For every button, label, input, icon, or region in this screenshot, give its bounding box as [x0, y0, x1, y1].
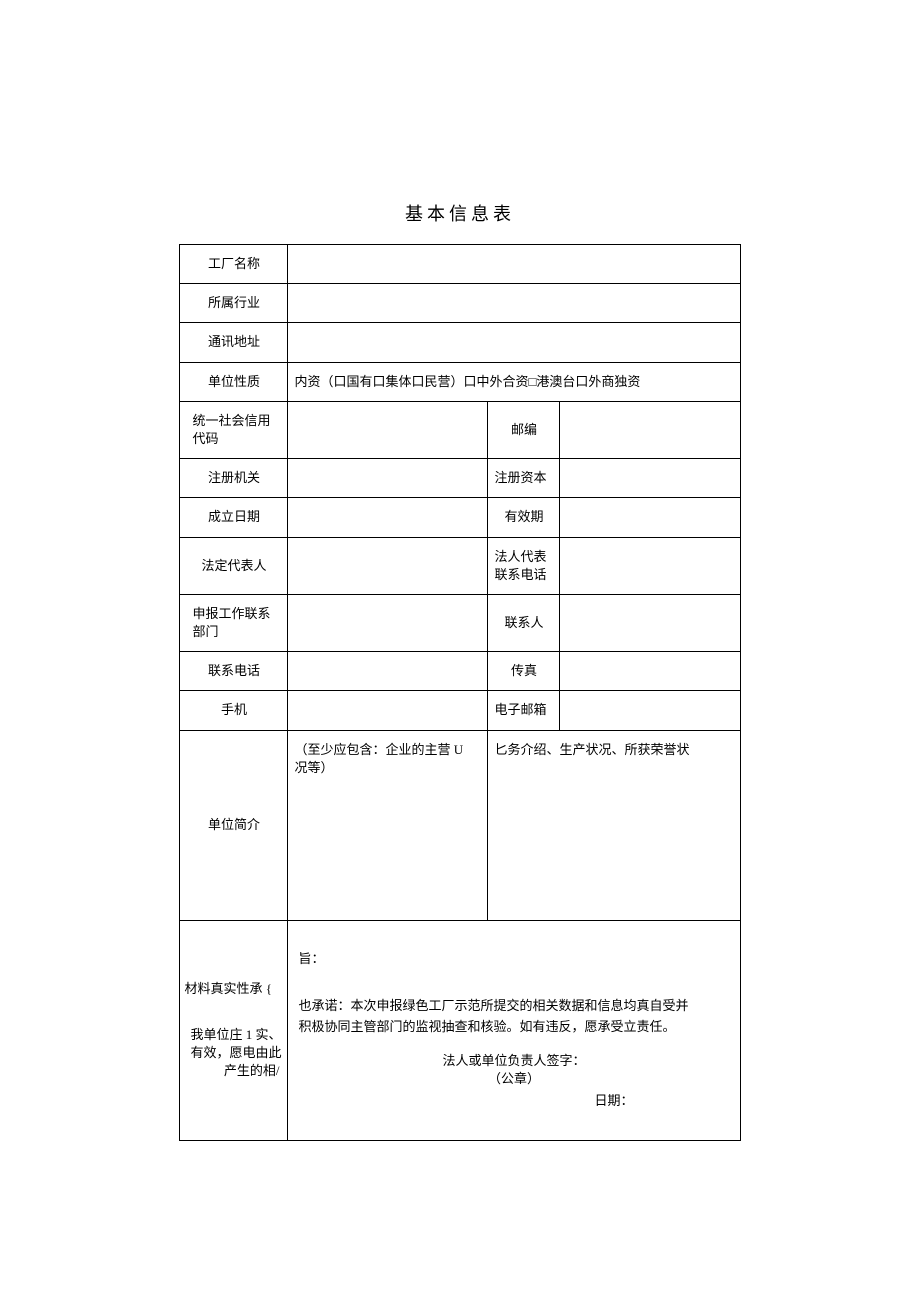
- commitment-body-left-2: 有效，愿电由此: [184, 1044, 283, 1062]
- value-postcode[interactable]: [560, 401, 740, 458]
- value-valid-period[interactable]: [560, 498, 740, 537]
- label-address: 通讯地址: [180, 323, 288, 362]
- commitment-header-right: 旨：: [298, 950, 729, 968]
- page-title: 基本信息表: [100, 200, 820, 226]
- signature-label: 法人或单位负责人签字：: [298, 1052, 729, 1070]
- label-mobile: 手机: [180, 691, 288, 730]
- label-reg-capital: 注册资本: [488, 459, 560, 498]
- table-row: 通讯地址: [180, 323, 740, 362]
- table-row: 所属行业: [180, 284, 740, 323]
- value-contact-person[interactable]: [560, 594, 740, 651]
- table-row: 成立日期 有效期: [180, 498, 740, 537]
- value-reg-authority[interactable]: [288, 459, 488, 498]
- table-row: 单位性质 内资（口国有口集体口民营）口中外合资□港澳台口外商独资: [180, 362, 740, 401]
- value-email[interactable]: [560, 691, 740, 730]
- page-container: 基本信息表 工厂名称 所属行业 通讯地址 单位性质 内资（口国有口集体口民营）口…: [0, 0, 920, 1141]
- label-postcode: 邮编: [488, 401, 560, 458]
- label-factory-name: 工厂名称: [180, 245, 288, 284]
- value-legal-rep[interactable]: [288, 537, 488, 594]
- label-unit-nature: 单位性质: [180, 362, 288, 401]
- table-row: 手机 电子邮箱: [180, 691, 740, 730]
- basic-info-table: 工厂名称 所属行业 通讯地址 单位性质 内资（口国有口集体口民营）口中外合资□港…: [179, 244, 740, 1141]
- commitment-body-right: 也承诺：本次申报绿色工厂示范所提交的相关数据和信息均真自受并 积极协同主管部门的…: [298, 996, 729, 1038]
- date-label: 日期：: [298, 1092, 729, 1110]
- value-reg-capital[interactable]: [560, 459, 740, 498]
- value-fax[interactable]: [560, 652, 740, 691]
- table-row: 联系电话 传真: [180, 652, 740, 691]
- value-contact-phone[interactable]: [288, 652, 488, 691]
- label-industry: 所属行业: [180, 284, 288, 323]
- value-unit-nature[interactable]: 内资（口国有口集体口民营）口中外合资□港澳台口外商独资: [288, 362, 740, 401]
- table-row: 法定代表人 法人代表联系电话: [180, 537, 740, 594]
- table-row: 统一社会信用代码 邮编: [180, 401, 740, 458]
- signature-block: 法人或单位负责人签字： （公章） 日期：: [298, 1052, 729, 1111]
- label-contact-dept: 申报工作联系部门: [180, 594, 288, 651]
- value-intro-right[interactable]: 匕务介绍、生产状况、所获荣誉状: [488, 730, 740, 920]
- label-legal-rep: 法定代表人: [180, 537, 288, 594]
- label-founding-date: 成立日期: [180, 498, 288, 537]
- table-row: 单位简介 （至少应包含：企业的主营 U 况等） 匕务介绍、生产状况、所获荣誉状: [180, 730, 740, 920]
- value-industry[interactable]: [288, 284, 740, 323]
- label-valid-period: 有效期: [488, 498, 560, 537]
- label-credit-code: 统一社会信用代码: [180, 401, 288, 458]
- value-contact-dept[interactable]: [288, 594, 488, 651]
- label-contact-person: 联系人: [488, 594, 560, 651]
- label-email: 电子邮箱: [488, 691, 560, 730]
- table-row: 申报工作联系部门 联系人: [180, 594, 740, 651]
- table-row: 工厂名称: [180, 245, 740, 284]
- label-intro: 单位简介: [180, 730, 288, 920]
- value-founding-date[interactable]: [288, 498, 488, 537]
- commitment-body-left-3: 产生的相/: [184, 1062, 283, 1080]
- commitment-header-left: 材料真实性承 {: [184, 980, 283, 998]
- value-address[interactable]: [288, 323, 740, 362]
- commitment-body-left-1: 我单位庄 1 实、: [184, 1026, 283, 1044]
- table-row: 注册机关 注册资本: [180, 459, 740, 498]
- commitment-left-col: 材料真实性承 { 我单位庄 1 实、 有效，愿电由此 产生的相/: [180, 920, 288, 1140]
- value-legal-rep-phone[interactable]: [560, 537, 740, 594]
- value-credit-code[interactable]: [288, 401, 488, 458]
- value-mobile[interactable]: [288, 691, 488, 730]
- commitment-right-col: 旨： 也承诺：本次申报绿色工厂示范所提交的相关数据和信息均真自受并 积极协同主管…: [288, 920, 740, 1140]
- commitment-row: 材料真实性承 { 我单位庄 1 实、 有效，愿电由此 产生的相/ 旨： 也承诺：…: [180, 920, 740, 1140]
- label-fax: 传真: [488, 652, 560, 691]
- value-factory-name[interactable]: [288, 245, 740, 284]
- value-intro-left[interactable]: （至少应包含：企业的主营 U 况等）: [288, 730, 488, 920]
- label-contact-phone: 联系电话: [180, 652, 288, 691]
- label-legal-rep-phone: 法人代表联系电话: [488, 537, 560, 594]
- seal-label: （公章）: [298, 1070, 729, 1088]
- label-reg-authority: 注册机关: [180, 459, 288, 498]
